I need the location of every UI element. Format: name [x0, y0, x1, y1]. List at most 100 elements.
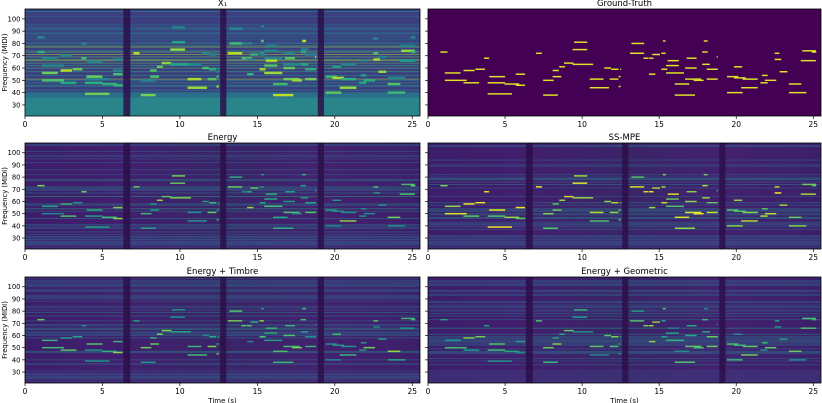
x-tick-label: 25 [809, 253, 819, 262]
heatmap-image [428, 9, 821, 116]
note-mark [300, 331, 309, 333]
note-mark [716, 323, 718, 326]
note-mark [489, 343, 506, 345]
note-mark [463, 82, 480, 84]
note-mark [332, 76, 345, 80]
note-mark [250, 187, 259, 189]
y-tick-label: 90 [12, 161, 21, 169]
y-tick-label: 70 [12, 320, 21, 328]
note-mark [760, 215, 768, 217]
note-mark [572, 197, 594, 199]
note-mark [504, 83, 520, 85]
note-mark [788, 350, 802, 353]
note-mark [629, 52, 645, 55]
note-mark [84, 215, 103, 217]
note-mark [774, 52, 780, 55]
note-mark [629, 320, 645, 322]
note-mark [325, 359, 342, 361]
panel-title: SS-MPE [609, 133, 641, 143]
note-mark [552, 343, 562, 345]
note-mark [604, 334, 612, 337]
note-mark [363, 79, 376, 82]
note-mark [611, 68, 619, 71]
note-mark [202, 334, 209, 337]
note-mark [209, 335, 217, 338]
x-tick-label: 0 [426, 387, 431, 396]
y-axis-label: Frequency (MIDI) [1, 167, 9, 225]
note-mark [703, 40, 708, 42]
panel-title: Ground-Truth [597, 0, 652, 9]
axes-frame [427, 142, 822, 250]
note-mark [686, 325, 697, 327]
silent-gap [123, 143, 131, 249]
note-mark [742, 78, 758, 80]
note-mark [332, 333, 341, 335]
y-tick-label: 80 [12, 40, 21, 48]
heatmap-image [25, 9, 420, 116]
note-mark [543, 94, 558, 96]
note-mark [543, 346, 554, 349]
y-tick-label: 50 [12, 344, 21, 352]
harmonic-mark [113, 69, 123, 72]
note-mark [360, 208, 367, 210]
note-mark [648, 57, 654, 59]
silent-gap [220, 143, 227, 249]
note-mark [410, 184, 416, 187]
note-mark [802, 183, 816, 186]
panel-4: SS-MPE 0 5 10 15 20 25 [425, 133, 822, 262]
x-tick-label: 20 [330, 253, 340, 262]
note-mark [264, 205, 283, 208]
note-mark [760, 349, 768, 351]
panel-title: Energy + Timbre [187, 267, 259, 277]
note-mark [229, 42, 243, 45]
y-tick-label: 30 [12, 235, 21, 243]
note-mark [41, 205, 58, 208]
note-mark [702, 318, 708, 321]
silent-gap [719, 143, 726, 249]
note-mark [572, 316, 588, 318]
note-mark [300, 50, 307, 54]
note-mark [788, 83, 802, 85]
note-mark [543, 212, 554, 215]
panel-1: X₁ 0 5 10 15 20 25 30 40 50 60 70 80 90 100 Frequency (… [1, 0, 421, 129]
note-mark [733, 66, 743, 68]
note-mark [733, 210, 746, 212]
y-tick-label: 100 [8, 283, 21, 291]
note-mark [387, 82, 401, 86]
note-mark [760, 82, 768, 84]
note-mark [487, 226, 513, 228]
note-mark [273, 227, 294, 230]
note-mark [716, 189, 718, 192]
note-mark [741, 354, 758, 356]
note-mark [463, 69, 475, 72]
x-tick-label: 0 [23, 120, 28, 129]
heatmap-image [428, 143, 821, 249]
harmonic-mark [241, 42, 247, 45]
note-mark [702, 331, 710, 333]
note-mark [444, 339, 461, 342]
note-mark [444, 205, 461, 208]
harmonic-mark [81, 42, 87, 45]
note-mark [216, 219, 219, 221]
panel-title: X₁ [218, 0, 227, 9]
note-mark [716, 56, 718, 58]
note-mark [733, 333, 743, 335]
note-mark [726, 359, 743, 361]
x-tick-label: 20 [731, 120, 741, 129]
silent-gap [123, 9, 131, 116]
note-mark [187, 86, 207, 89]
note-mark [113, 351, 123, 354]
note-mark [475, 201, 486, 204]
note-mark [291, 79, 303, 82]
x-tick-label: 25 [809, 120, 819, 129]
silent-gap [317, 9, 324, 116]
panel-title: Energy + Geometric [581, 267, 668, 277]
note-mark [661, 201, 668, 204]
note-mark [706, 211, 718, 214]
note-mark [170, 63, 191, 66]
note-mark [535, 186, 542, 188]
note-mark [620, 201, 622, 204]
note-mark [589, 211, 604, 214]
note-mark [37, 184, 45, 187]
note-mark [733, 344, 746, 346]
